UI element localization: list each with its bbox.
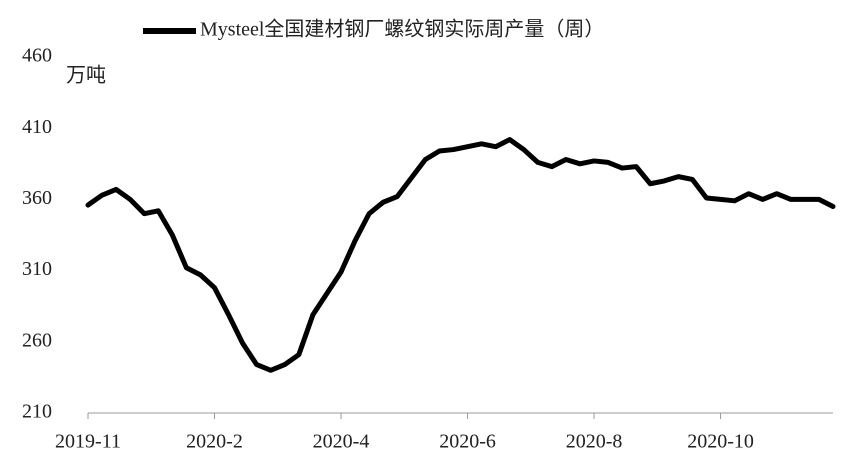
y-tick-label: 460 <box>22 45 52 67</box>
line-series <box>85 137 836 373</box>
y-tick-label: 360 <box>22 187 52 209</box>
legend-label: Mysteel全国建材钢厂螺纹钢实际周产量（周） <box>200 18 604 41</box>
y-unit: 万吨 <box>66 64 106 87</box>
x-tick-label: 2020-6 <box>439 431 496 453</box>
x-tick-label: 2020-10 <box>687 431 754 453</box>
y-tick-label: 310 <box>22 258 52 280</box>
y-tick-label: 410 <box>22 116 52 138</box>
y-tick-label: 260 <box>22 329 52 351</box>
x-tick-label: 2020-8 <box>566 431 623 453</box>
x-tick-label: 2019-11 <box>55 431 121 453</box>
x-tick-label: 2020-4 <box>313 431 370 453</box>
x-tick-label: 2020-2 <box>186 431 243 453</box>
y-tick-label: 210 <box>22 401 52 423</box>
